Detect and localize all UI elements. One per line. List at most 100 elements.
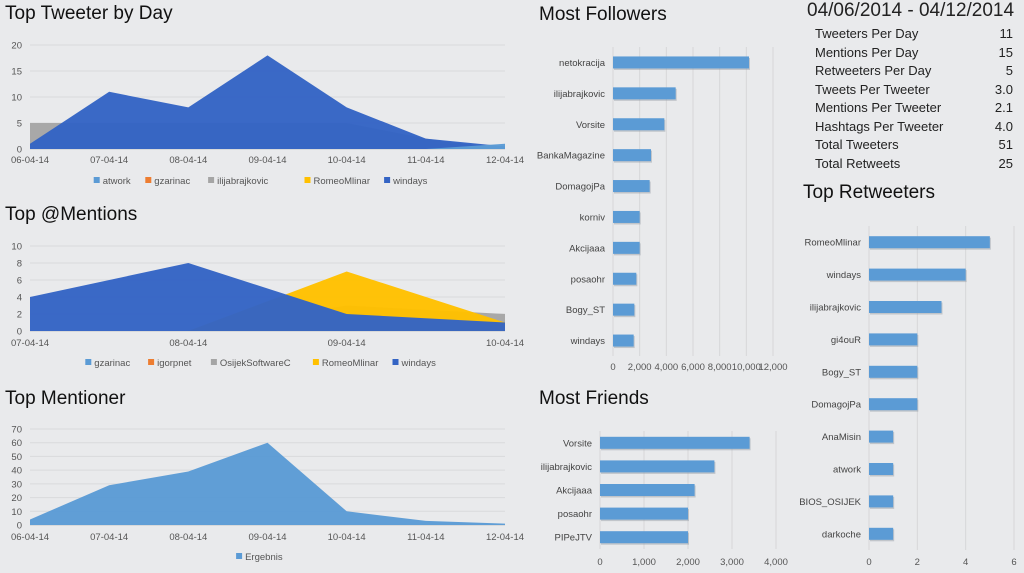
- stat-label: Mentions Per Day: [815, 44, 919, 60]
- followers-category-label: Vorsite: [576, 120, 605, 131]
- stat-value: 2.1: [994, 100, 1013, 115]
- stat-label: Tweeters Per Day: [815, 26, 919, 41]
- friends-bar: [600, 484, 695, 496]
- tweeter-legend-swatch: [93, 177, 100, 183]
- tweeter-legend-swatch: [384, 177, 391, 183]
- friends-x-tick-label: 0: [597, 557, 602, 568]
- mentioner-x-tick-label: 08-04-14: [169, 532, 207, 543]
- retweeters-category-label: BIOS_OSIJEK: [799, 497, 861, 508]
- mentioner-y-tick-label: 30: [11, 479, 22, 490]
- stat-value: 11: [999, 26, 1014, 41]
- mentions-y-tick-label: 10: [11, 242, 22, 253]
- stat-label: Tweets Per Tweeter: [815, 81, 930, 97]
- mentions-y-tick-label: 4: [17, 293, 22, 304]
- friends-bar: [600, 507, 688, 520]
- retweeters-bar: [869, 495, 894, 508]
- mentioner-y-tick-label: 60: [11, 438, 22, 449]
- friends-x-tick-label: 1,000: [632, 557, 656, 568]
- followers-bar: [613, 56, 749, 69]
- stat-value: 4.0: [994, 118, 1013, 134]
- mentions-x-tick-label: 10-04-14: [486, 338, 524, 349]
- friends-bar: [600, 531, 688, 544]
- stat-value: 25: [998, 155, 1013, 171]
- followers-bar: [613, 118, 665, 131]
- mentions-legend-swatch: [210, 359, 217, 365]
- mentions-legend-label: gzarinac: [94, 358, 130, 369]
- tweeter-y-tick-label: 20: [11, 41, 22, 52]
- retweeters-title: Top Retweeters: [803, 182, 936, 203]
- mentioner-x-tick-label: 12-04-14: [486, 532, 524, 543]
- stat-label: Retweeters Per Day: [815, 63, 932, 78]
- mentions-legend-label: windays: [401, 358, 437, 369]
- retweeters-bar: [869, 430, 894, 443]
- friends-x-tick-label: 4,000: [764, 557, 788, 568]
- tweeter-y-tick-label: 15: [11, 67, 22, 78]
- followers-x-tick-label: 4,000: [654, 362, 678, 373]
- retweeters-x-tick-label: 4: [963, 557, 968, 568]
- followers-bar: [613, 241, 640, 254]
- mentioner-legend-label: Ergebnis: [245, 552, 283, 563]
- retweeters-bar: [869, 365, 918, 378]
- mentioner-x-tick-label: 06-04-14: [11, 532, 49, 543]
- tweeter-legend-swatch: [145, 177, 152, 183]
- tweeter-legend-label: windays: [392, 176, 428, 187]
- mentions-area-windays: [30, 263, 505, 331]
- tweeter-legend-label: ilijabrajkovic: [217, 176, 268, 187]
- followers-x-tick-label: 10,000: [732, 362, 761, 373]
- mentioner-y-tick-label: 20: [11, 493, 22, 504]
- stat-label: Total Retweets: [815, 155, 901, 171]
- retweeters-category-label: darkoche: [822, 529, 861, 540]
- stat-row: Total Retweets 25: [815, 155, 1013, 174]
- tweeter-area-windays: [30, 55, 505, 149]
- mentioner-x-tick-label: 07-04-14: [90, 532, 128, 543]
- followers-category-label: windays: [570, 336, 606, 347]
- mentioner-legend-swatch: [236, 553, 243, 559]
- mentions-legend-label: OsijekSoftwareC: [220, 358, 291, 369]
- followers-bar: [613, 334, 634, 347]
- stat-value: 51: [998, 137, 1013, 152]
- friends-title: Most Friends: [539, 388, 649, 409]
- friends-category-label: posaohr: [558, 509, 592, 520]
- retweeters-bar: [869, 463, 894, 475]
- followers-category-label: netokracija: [559, 58, 606, 69]
- tweeter-x-tick-label: 08-04-14: [169, 155, 207, 166]
- tweeter-legend-swatch: [304, 177, 311, 183]
- mentions-y-tick-label: 0: [17, 327, 22, 338]
- stats-table: Tweeters Per Day 11 Mentions Per Day 15 Retw…: [815, 25, 1013, 173]
- mentions-legend-swatch: [312, 359, 319, 365]
- retweeters-bar: [869, 398, 918, 411]
- friends-bar: [600, 436, 750, 449]
- followers-category-label: Bogy_ST: [566, 305, 605, 316]
- retweeters-category-label: DomagojPa: [811, 400, 861, 411]
- mentions-legend-label: igorpnet: [157, 358, 192, 369]
- mentions-x-tick-label: 09-04-14: [328, 338, 366, 349]
- mentions-legend-swatch: [148, 359, 155, 365]
- tweeter-area-atwork: [30, 143, 505, 149]
- mentioner-y-tick-label: 70: [11, 425, 22, 436]
- mentions-y-tick-label: 2: [17, 310, 22, 321]
- retweeters-category-label: gi4ouR: [831, 335, 861, 346]
- followers-x-tick-label: 12,000: [758, 362, 787, 373]
- tweeter-y-tick-label: 5: [17, 119, 22, 130]
- date-range: 04/06/2014 - 04/12/2014: [807, 0, 1015, 21]
- stat-row: Retweeters Per Day 5: [815, 62, 1013, 81]
- friends-category-label: ilijabrajkovic: [541, 462, 592, 473]
- tweeter-y-tick-label: 0: [17, 145, 22, 156]
- mentions-y-tick-label: 6: [17, 276, 22, 287]
- mentioner-x-tick-label: 09-04-14: [248, 532, 286, 543]
- friends-bar: [600, 460, 715, 473]
- followers-x-tick-label: 0: [610, 362, 615, 373]
- followers-category-label: BankaMagazine: [537, 151, 605, 162]
- mentions-x-tick-label: 07-04-14: [11, 338, 49, 349]
- tweeter-title: Top Tweeter by Day: [5, 3, 173, 24]
- tweeter-legend-swatch: [208, 177, 215, 183]
- mentioner-y-tick-label: 40: [11, 466, 22, 477]
- mentioner-y-tick-label: 0: [17, 521, 22, 532]
- followers-x-tick-label: 8,000: [708, 362, 732, 373]
- mentions-legend-swatch: [392, 359, 399, 365]
- tweeter-x-tick-label: 07-04-14: [90, 155, 128, 166]
- followers-bar: [613, 180, 650, 193]
- retweeters-category-label: windays: [826, 270, 862, 281]
- stat-row: Tweeters Per Day 11: [815, 25, 1013, 44]
- tweeter-x-tick-label: 11-04-14: [407, 155, 444, 166]
